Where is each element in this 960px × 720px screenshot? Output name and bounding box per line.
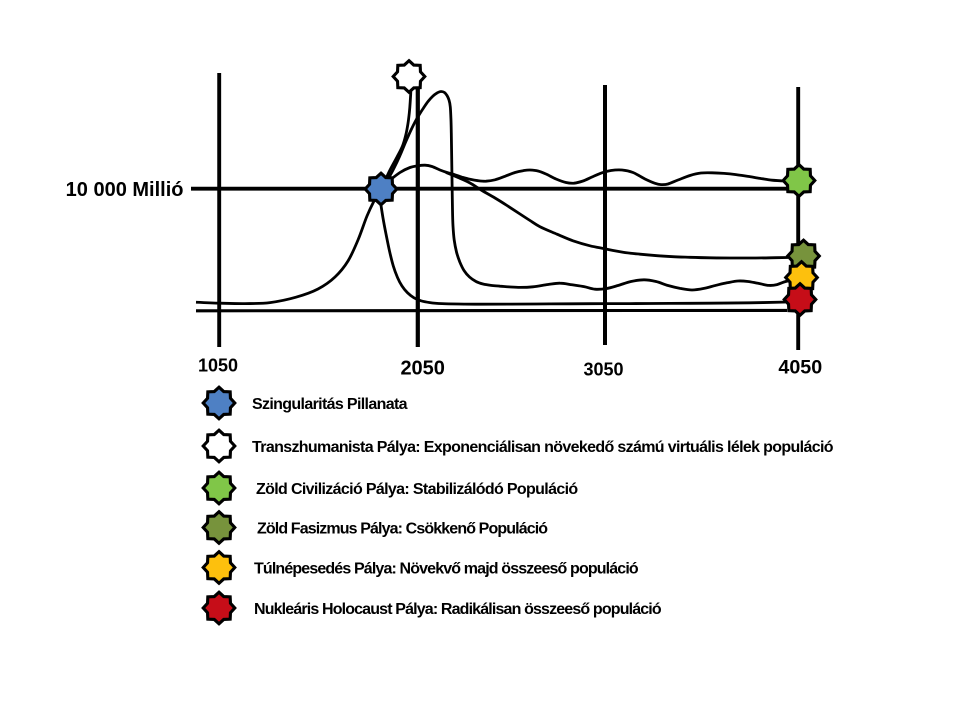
svg-text:Transzhumanista Pálya: Exponen: Transzhumanista Pálya: Exponenciálisan n… bbox=[252, 439, 834, 456]
svg-text:3050: 3050 bbox=[583, 360, 623, 380]
svg-text:Túlnépesedés Pálya: Növekvő ma: Túlnépesedés Pálya: Növekvő majd összees… bbox=[254, 560, 639, 577]
svg-text:1050: 1050 bbox=[198, 356, 238, 376]
svg-text:4050: 4050 bbox=[778, 356, 822, 378]
svg-text:Szingularitás Pillanata: Szingularitás Pillanata bbox=[252, 396, 408, 413]
svg-text:10 000 Millió: 10 000 Millió bbox=[66, 179, 184, 201]
svg-text:Zöld Fasizmus Pálya: Csökkenő: Zöld Fasizmus Pálya: Csökkenő Populáció bbox=[257, 521, 548, 538]
svg-text:Zöld Civilizáció Pálya: Stabil: Zöld Civilizáció Pálya: Stabilizálódó Po… bbox=[256, 481, 578, 498]
svg-text:2050: 2050 bbox=[400, 357, 445, 379]
svg-text:Nukleáris Holocaust Pálya: Rad: Nukleáris Holocaust Pálya: Radikálisan ö… bbox=[254, 601, 662, 618]
